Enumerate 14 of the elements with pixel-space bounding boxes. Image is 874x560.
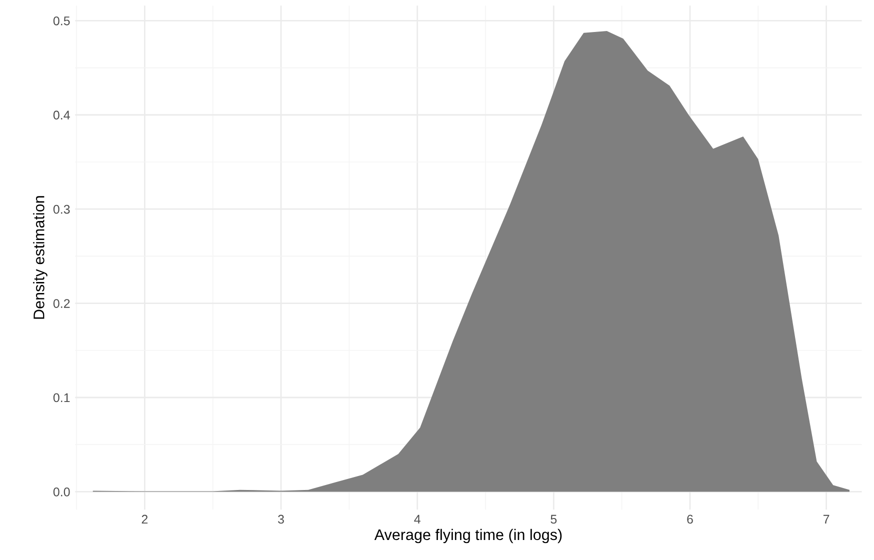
y-tick-label: 0.5 (53, 16, 70, 26)
x-tick-label: 3 (278, 514, 284, 524)
x-tick-label: 5 (550, 514, 557, 524)
y-tick-label: 0.3 (53, 204, 70, 214)
x-tick-label: 7 (823, 514, 830, 524)
x-axis-title: Average flying time (in logs) (374, 528, 562, 544)
y-tick-label: 0.4 (53, 110, 70, 120)
x-tick-label: 4 (414, 514, 420, 524)
x-tick-label: 6 (687, 514, 693, 524)
y-tick-label: 0.0 (53, 488, 70, 496)
y-tick-label: 0.2 (53, 299, 70, 308)
y-axis-title: Density estimation (33, 196, 48, 319)
x-tick-label: 2 (142, 514, 148, 524)
y-tick-label: 0.1 (53, 393, 70, 402)
